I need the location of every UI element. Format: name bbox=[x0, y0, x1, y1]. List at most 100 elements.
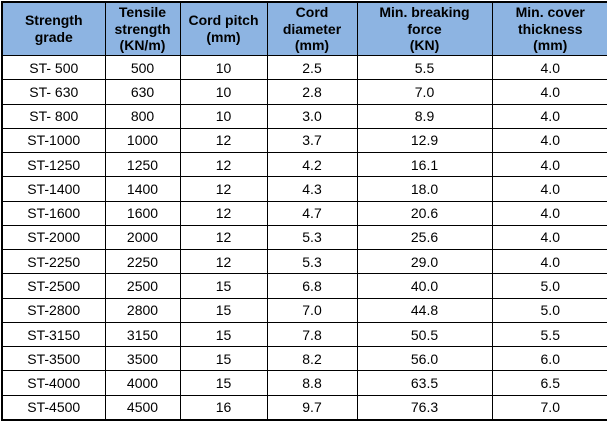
table-row: ST-1600 1600 12 4.7 20.6 4.0 bbox=[1, 200, 607, 226]
table-row: ST-2000 2000 12 5.3 25.6 4.0 bbox=[1, 224, 607, 251]
table-row: ST-2800 2800 15 7.0 44.8 5.0 bbox=[1, 297, 607, 323]
table-cell: 7.8 bbox=[266, 321, 358, 348]
table-row: ST- 630 630 10 2.8 7.0 4.0 bbox=[1, 79, 607, 105]
table-cell: 44.8 bbox=[356, 297, 493, 323]
table-row: ST-1400 1400 12 4.3 18.0 4.0 bbox=[1, 176, 607, 202]
table-row: ST-1000 1000 12 3.7 12.9 4.0 bbox=[1, 127, 607, 154]
table-cell: 12 bbox=[179, 249, 268, 275]
table-cell: 4.0 bbox=[491, 176, 607, 202]
table-cell: ST-2800 bbox=[1, 297, 106, 323]
table-row: ST-2500 2500 15 6.8 40.0 5.0 bbox=[1, 273, 607, 299]
table-row: ST-3150 3150 15 7.8 50.5 5.5 bbox=[1, 321, 607, 348]
table-cell: 2.5 bbox=[266, 54, 358, 81]
header-cell-3: Cord diameter (mm) bbox=[266, 1, 358, 56]
table-cell: 9.7 bbox=[266, 394, 358, 421]
table-cell: ST- 630 bbox=[1, 79, 106, 105]
table-cell: ST-1000 bbox=[1, 127, 106, 154]
table-cell: 8.2 bbox=[266, 346, 358, 372]
table-cell: 4.0 bbox=[491, 224, 607, 251]
header-cell-2: Cord pitch (mm) bbox=[179, 1, 268, 56]
table-cell: 12 bbox=[179, 176, 268, 202]
table-row: ST-3500 3500 15 8.2 56.0 6.0 bbox=[1, 346, 607, 372]
header-cell-4: Min. breaking force (KN) bbox=[356, 1, 493, 56]
table-cell: 4000 bbox=[104, 370, 181, 396]
table-cell: 12 bbox=[179, 224, 268, 251]
table-cell: 12.9 bbox=[356, 127, 493, 154]
table-header: Strength grade Tensile strength (KN/m) Cor… bbox=[1, 1, 607, 56]
table-row: ST-4000 4000 15 8.8 63.5 6.5 bbox=[1, 370, 607, 396]
table-cell: 3500 bbox=[104, 346, 181, 372]
table-cell: 7.0 bbox=[266, 297, 358, 323]
table-cell: 10 bbox=[179, 54, 268, 81]
table-cell: 7.0 bbox=[491, 394, 607, 421]
table-cell: 15 bbox=[179, 346, 268, 372]
table-cell: 630 bbox=[104, 79, 181, 105]
table-cell: 4.2 bbox=[266, 152, 358, 178]
table-cell: 15 bbox=[179, 370, 268, 396]
header-row: Strength grade Tensile strength (KN/m) Cor… bbox=[1, 1, 607, 56]
table-cell: 8.8 bbox=[266, 370, 358, 396]
table-cell: 6.8 bbox=[266, 273, 358, 299]
table-cell: 4.0 bbox=[491, 103, 607, 129]
table-cell: 50.5 bbox=[356, 321, 493, 348]
table-cell: 3.7 bbox=[266, 127, 358, 154]
table-row: ST-1250 1250 12 4.2 16.1 4.0 bbox=[1, 152, 607, 178]
table-cell: 2800 bbox=[104, 297, 181, 323]
table-cell: 10 bbox=[179, 79, 268, 105]
table-cell: 1000 bbox=[104, 127, 181, 154]
table-cell: 29.0 bbox=[356, 249, 493, 275]
table-cell: 15 bbox=[179, 297, 268, 323]
table-cell: 1250 bbox=[104, 152, 181, 178]
table-cell: 15 bbox=[179, 321, 268, 348]
table-cell: 5.3 bbox=[266, 249, 358, 275]
table-body: ST- 500 500 10 2.5 5.5 4.0 ST- 630 630 10 2.8 7.0 4… bbox=[1, 54, 607, 421]
table-cell: 4.0 bbox=[491, 54, 607, 81]
table-cell: 7.0 bbox=[356, 79, 493, 105]
table-cell: 2500 bbox=[104, 273, 181, 299]
table-cell: ST-2250 bbox=[1, 249, 106, 275]
table-cell: 4500 bbox=[104, 394, 181, 421]
table-cell: 4.0 bbox=[491, 79, 607, 105]
table-cell: 4.0 bbox=[491, 152, 607, 178]
table-cell: 63.5 bbox=[356, 370, 493, 396]
table-cell: ST-2500 bbox=[1, 273, 106, 299]
table-cell: 10 bbox=[179, 103, 268, 129]
table-cell: 500 bbox=[104, 54, 181, 81]
table-cell: 20.6 bbox=[356, 200, 493, 226]
table-cell: 5.5 bbox=[356, 54, 493, 81]
table-cell: 15 bbox=[179, 273, 268, 299]
table-cell: 8.9 bbox=[356, 103, 493, 129]
table-cell: 4.0 bbox=[491, 200, 607, 226]
table-cell: 16 bbox=[179, 394, 268, 421]
table-cell: ST- 500 bbox=[1, 54, 106, 81]
table-cell: 6.0 bbox=[491, 346, 607, 372]
table-row: ST- 500 500 10 2.5 5.5 4.0 bbox=[1, 54, 607, 81]
table-cell: 12 bbox=[179, 127, 268, 154]
table-cell: 4.0 bbox=[491, 249, 607, 275]
table-cell: 1600 bbox=[104, 200, 181, 226]
header-cell-1: Tensile strength (KN/m) bbox=[104, 1, 181, 56]
table-cell: 12 bbox=[179, 200, 268, 226]
table-cell: 16.1 bbox=[356, 152, 493, 178]
table-row: ST-2250 2250 12 5.3 29.0 4.0 bbox=[1, 249, 607, 275]
table-cell: ST-1400 bbox=[1, 176, 106, 202]
table-cell: ST-4500 bbox=[1, 394, 106, 421]
table-cell: 4.7 bbox=[266, 200, 358, 226]
table-cell: 5.0 bbox=[491, 297, 607, 323]
table-cell: ST- 800 bbox=[1, 103, 106, 129]
table-row: ST-4500 4500 16 9.7 76.3 7.0 bbox=[1, 394, 607, 421]
table-cell: ST-4000 bbox=[1, 370, 106, 396]
table-cell: 56.0 bbox=[356, 346, 493, 372]
table-cell: 800 bbox=[104, 103, 181, 129]
table-cell: ST-1250 bbox=[1, 152, 106, 178]
table-cell: ST-3150 bbox=[1, 321, 106, 348]
table-cell: ST-3500 bbox=[1, 346, 106, 372]
table-cell: 1400 bbox=[104, 176, 181, 202]
table-cell: 18.0 bbox=[356, 176, 493, 202]
table-cell: 2000 bbox=[104, 224, 181, 251]
table-cell: 12 bbox=[179, 152, 268, 178]
table-cell: 6.5 bbox=[491, 370, 607, 396]
table-cell: 2.8 bbox=[266, 79, 358, 105]
header-cell-0: Strength grade bbox=[1, 1, 106, 56]
